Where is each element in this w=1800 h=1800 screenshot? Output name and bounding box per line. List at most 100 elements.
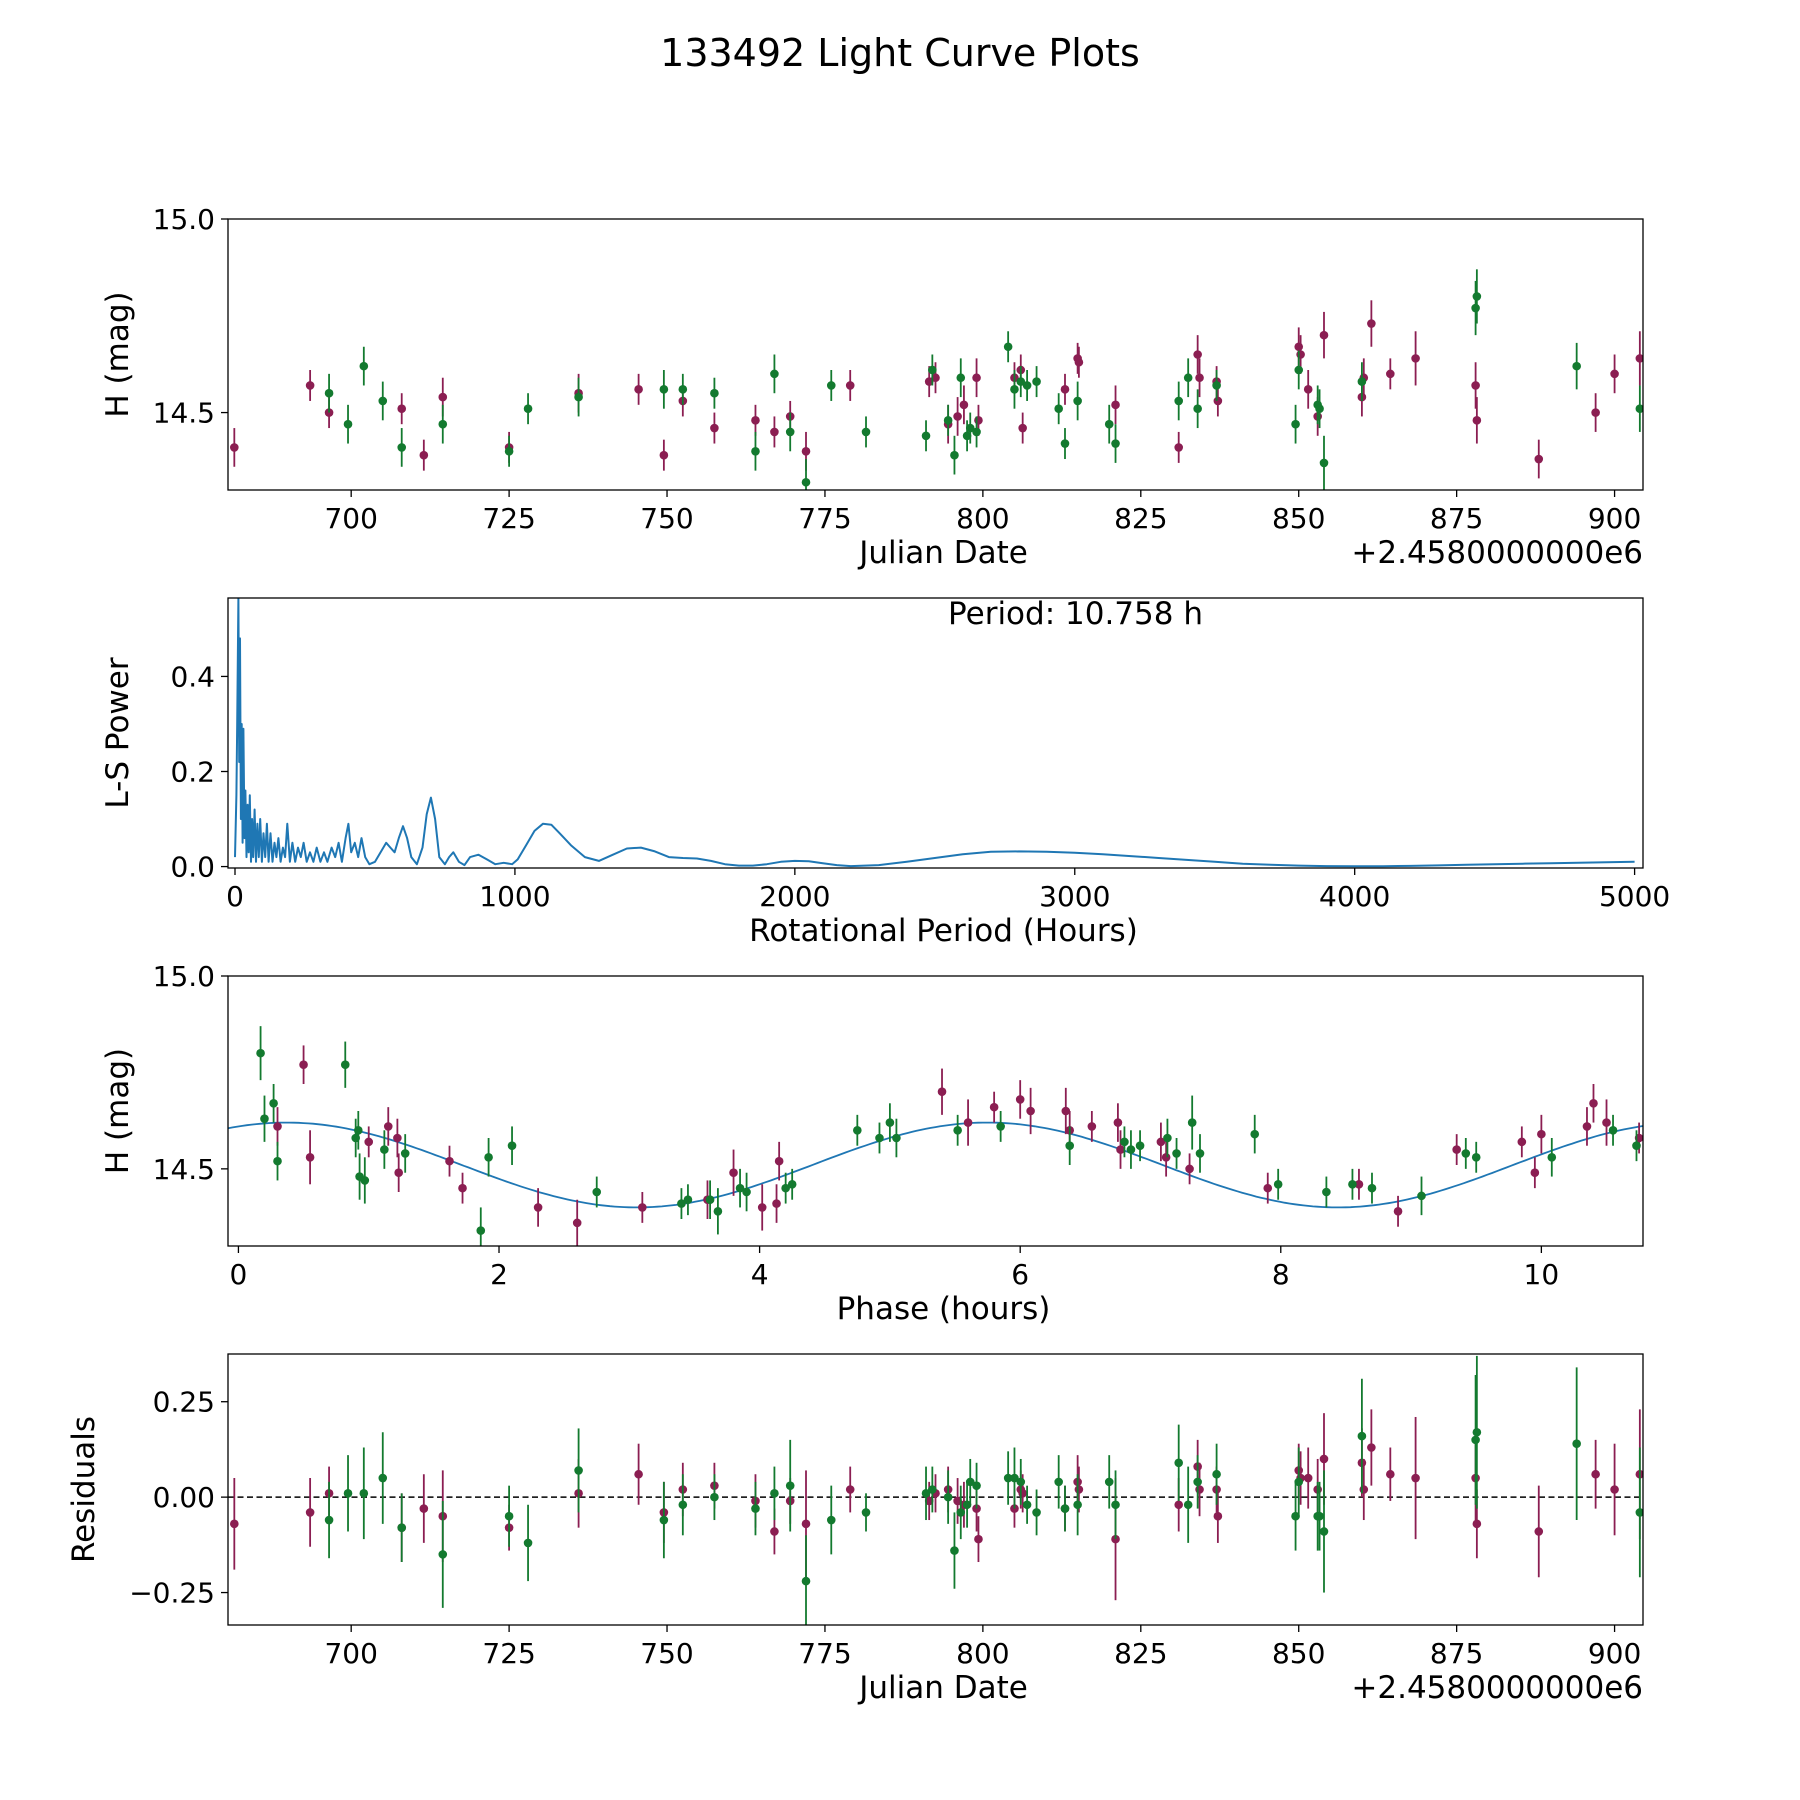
data-point	[1582, 1107, 1592, 1146]
marker	[1174, 443, 1184, 452]
marker	[397, 443, 407, 452]
marker	[861, 1508, 871, 1517]
marker	[1534, 1527, 1544, 1536]
marker	[1602, 1118, 1611, 1127]
data-point	[1367, 1409, 1376, 1486]
data-point	[962, 1481, 972, 1528]
marker	[1174, 1458, 1184, 1468]
marker	[921, 431, 931, 441]
marker	[638, 1203, 647, 1212]
data-point	[861, 416, 871, 448]
data-point	[1635, 1447, 1643, 1578]
data-point	[1022, 1485, 1032, 1524]
marker	[959, 400, 969, 410]
marker	[931, 373, 940, 383]
marker	[1263, 1183, 1273, 1193]
marker	[230, 1519, 239, 1529]
marker	[360, 1176, 370, 1185]
data-point	[1111, 385, 1120, 425]
marker	[801, 446, 811, 456]
data-point	[928, 354, 937, 386]
marker	[419, 450, 429, 460]
data-point	[1393, 1195, 1403, 1227]
marker	[1608, 1125, 1618, 1135]
x-tick-label: 825	[1114, 1637, 1167, 1670]
data-point	[1534, 439, 1544, 479]
data-point	[826, 369, 836, 401]
data-point	[1032, 366, 1041, 398]
marker	[953, 1496, 962, 1506]
marker	[1061, 1106, 1071, 1116]
marker	[1003, 1473, 1013, 1483]
data-point	[1411, 1416, 1420, 1540]
marker	[1357, 1431, 1367, 1441]
marker	[523, 404, 533, 414]
data-point	[1572, 1367, 1581, 1521]
marker	[273, 1156, 282, 1166]
x-tick-label: 725	[482, 502, 535, 535]
data-point	[1016, 1458, 1026, 1505]
data-point	[853, 1114, 862, 1146]
marker	[659, 1515, 669, 1525]
marker	[1054, 1477, 1063, 1487]
marker	[1319, 330, 1329, 340]
marker	[770, 1527, 779, 1536]
data-point	[921, 1466, 931, 1521]
marker	[1163, 1133, 1172, 1143]
data-point	[974, 1516, 983, 1563]
data-point	[1602, 1099, 1611, 1146]
data-point	[1010, 1447, 1019, 1509]
marker	[1126, 1145, 1136, 1154]
data-point	[1303, 1447, 1313, 1509]
marker	[1472, 1519, 1482, 1529]
marker	[1471, 1152, 1481, 1162]
axes-frame	[227, 597, 1644, 869]
x-tick-label: 10	[1524, 1258, 1560, 1291]
marker	[1471, 1435, 1480, 1445]
marker	[1386, 369, 1395, 379]
data-point	[400, 1134, 410, 1173]
marker	[359, 1489, 369, 1498]
marker	[742, 1187, 751, 1197]
x-tick-label: 850	[1272, 1637, 1325, 1670]
data-point	[1315, 389, 1324, 429]
marker	[1452, 1145, 1461, 1154]
x-tick-label: 725	[482, 1637, 535, 1670]
data-point	[324, 373, 334, 413]
data-point	[1026, 1087, 1035, 1135]
x-tick-label: 750	[640, 502, 693, 535]
y-axis-label: Residuals	[66, 1416, 102, 1563]
marker	[1547, 1152, 1557, 1162]
data-point	[574, 1428, 583, 1513]
data-point	[359, 346, 369, 386]
data-point	[677, 1188, 686, 1219]
data-point	[523, 1504, 533, 1582]
data-point	[340, 1041, 350, 1088]
data-point	[770, 1466, 779, 1521]
data-point	[378, 381, 388, 421]
marker	[634, 1469, 643, 1479]
data-point	[996, 1111, 1005, 1142]
marker	[394, 1168, 403, 1178]
data-point	[1003, 331, 1013, 363]
data-point	[785, 1439, 795, 1532]
data-point	[355, 1153, 364, 1200]
data-point	[419, 1474, 429, 1543]
x-tick-label: 700	[324, 502, 377, 535]
marker	[1010, 385, 1019, 394]
marker	[826, 1515, 836, 1525]
marker	[340, 1060, 350, 1070]
marker	[1517, 1137, 1527, 1147]
y-axis-label: H (mag)	[100, 291, 136, 417]
phase-curve-panel: 0 2 4 6 8 10 14.5 15.0 Phase (hours) H (mag)	[100, 960, 1644, 1327]
marker	[705, 1195, 715, 1205]
marker	[458, 1183, 467, 1193]
data-point	[1193, 335, 1202, 374]
data-point	[1461, 1138, 1471, 1169]
data-point	[1472, 269, 1482, 324]
marker	[989, 1102, 999, 1112]
marker	[801, 1576, 811, 1586]
marker	[710, 1492, 719, 1502]
marker	[781, 1183, 790, 1193]
x-tick-label: 850	[1272, 502, 1325, 535]
